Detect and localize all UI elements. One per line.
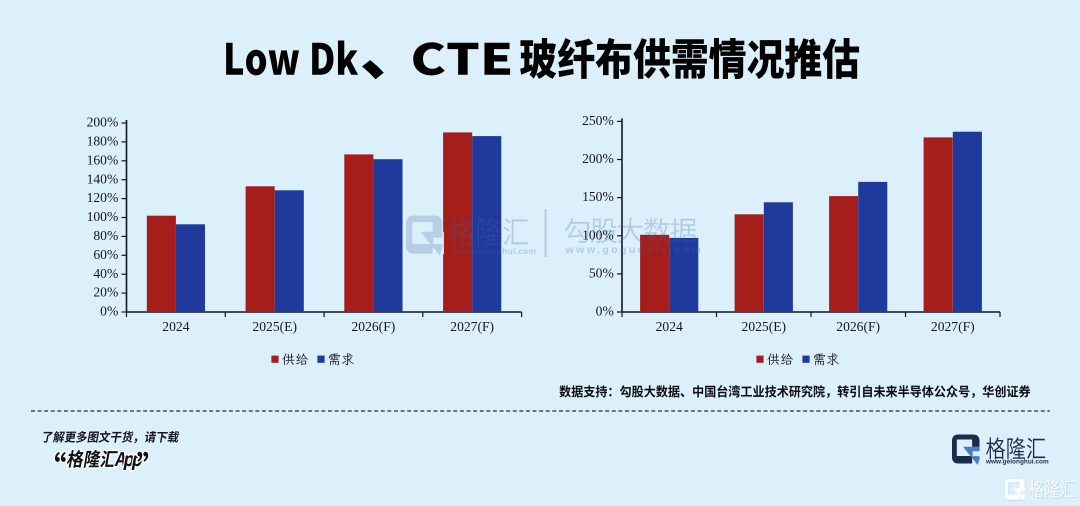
svg-text:2026(F): 2026(F) [836, 319, 880, 335]
svg-text:2024: 2024 [656, 319, 683, 334]
svg-text:120%: 120% [87, 190, 119, 205]
svg-text:200%: 200% [87, 115, 119, 130]
svg-text:160%: 160% [87, 152, 119, 167]
svg-text:2024: 2024 [162, 319, 189, 334]
svg-text:0%: 0% [596, 304, 614, 319]
svg-text:100%: 100% [87, 209, 119, 224]
svg-text:2025(E): 2025(E) [252, 319, 297, 335]
svg-text:www.gelonghui.com: www.gelonghui.com [985, 459, 1049, 466]
svg-text:20%: 20% [93, 285, 118, 300]
svg-text:50%: 50% [589, 266, 614, 281]
svg-text:140%: 140% [87, 171, 119, 186]
svg-text:2026(F): 2026(F) [351, 319, 395, 335]
svg-text:60%: 60% [93, 247, 118, 262]
svg-text:0%: 0% [100, 304, 118, 319]
svg-text:200%: 200% [582, 151, 614, 166]
svg-text:www.gelonghui.com: www.gelonghui.com [450, 247, 536, 256]
svg-text:2027(F): 2027(F) [450, 319, 494, 335]
svg-text:250%: 250% [582, 113, 614, 128]
svg-text:150%: 150% [582, 189, 614, 204]
svg-text:180%: 180% [87, 134, 119, 149]
svg-text:80%: 80% [93, 228, 118, 243]
svg-text:40%: 40% [93, 266, 118, 281]
svg-text:2027(F): 2027(F) [931, 319, 975, 335]
svg-text:www.gogudata.com: www.gogudata.com [565, 244, 704, 256]
svg-text:2025(E): 2025(E) [742, 319, 787, 335]
